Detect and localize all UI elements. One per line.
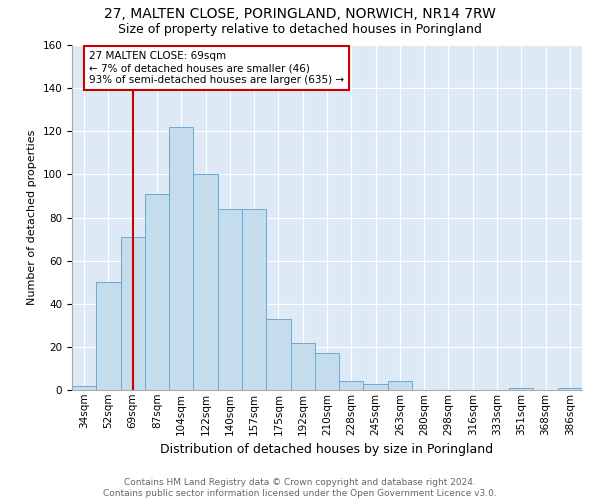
Bar: [315, 354, 339, 390]
Bar: [558, 388, 582, 390]
Bar: [364, 384, 388, 390]
Text: 27, MALTEN CLOSE, PORINGLAND, NORWICH, NR14 7RW: 27, MALTEN CLOSE, PORINGLAND, NORWICH, N…: [104, 8, 496, 22]
X-axis label: Distribution of detached houses by size in Poringland: Distribution of detached houses by size …: [160, 443, 494, 456]
Bar: [339, 382, 364, 390]
Bar: [509, 388, 533, 390]
Bar: [145, 194, 169, 390]
Bar: [121, 237, 145, 390]
Bar: [193, 174, 218, 390]
Bar: [72, 386, 96, 390]
Bar: [266, 319, 290, 390]
Bar: [218, 209, 242, 390]
Y-axis label: Number of detached properties: Number of detached properties: [27, 130, 37, 305]
Bar: [388, 382, 412, 390]
Bar: [290, 342, 315, 390]
Bar: [169, 127, 193, 390]
Text: 27 MALTEN CLOSE: 69sqm
← 7% of detached houses are smaller (46)
93% of semi-deta: 27 MALTEN CLOSE: 69sqm ← 7% of detached …: [89, 52, 344, 84]
Bar: [242, 209, 266, 390]
Text: Contains HM Land Registry data © Crown copyright and database right 2024.
Contai: Contains HM Land Registry data © Crown c…: [103, 478, 497, 498]
Bar: [96, 282, 121, 390]
Text: Size of property relative to detached houses in Poringland: Size of property relative to detached ho…: [118, 22, 482, 36]
